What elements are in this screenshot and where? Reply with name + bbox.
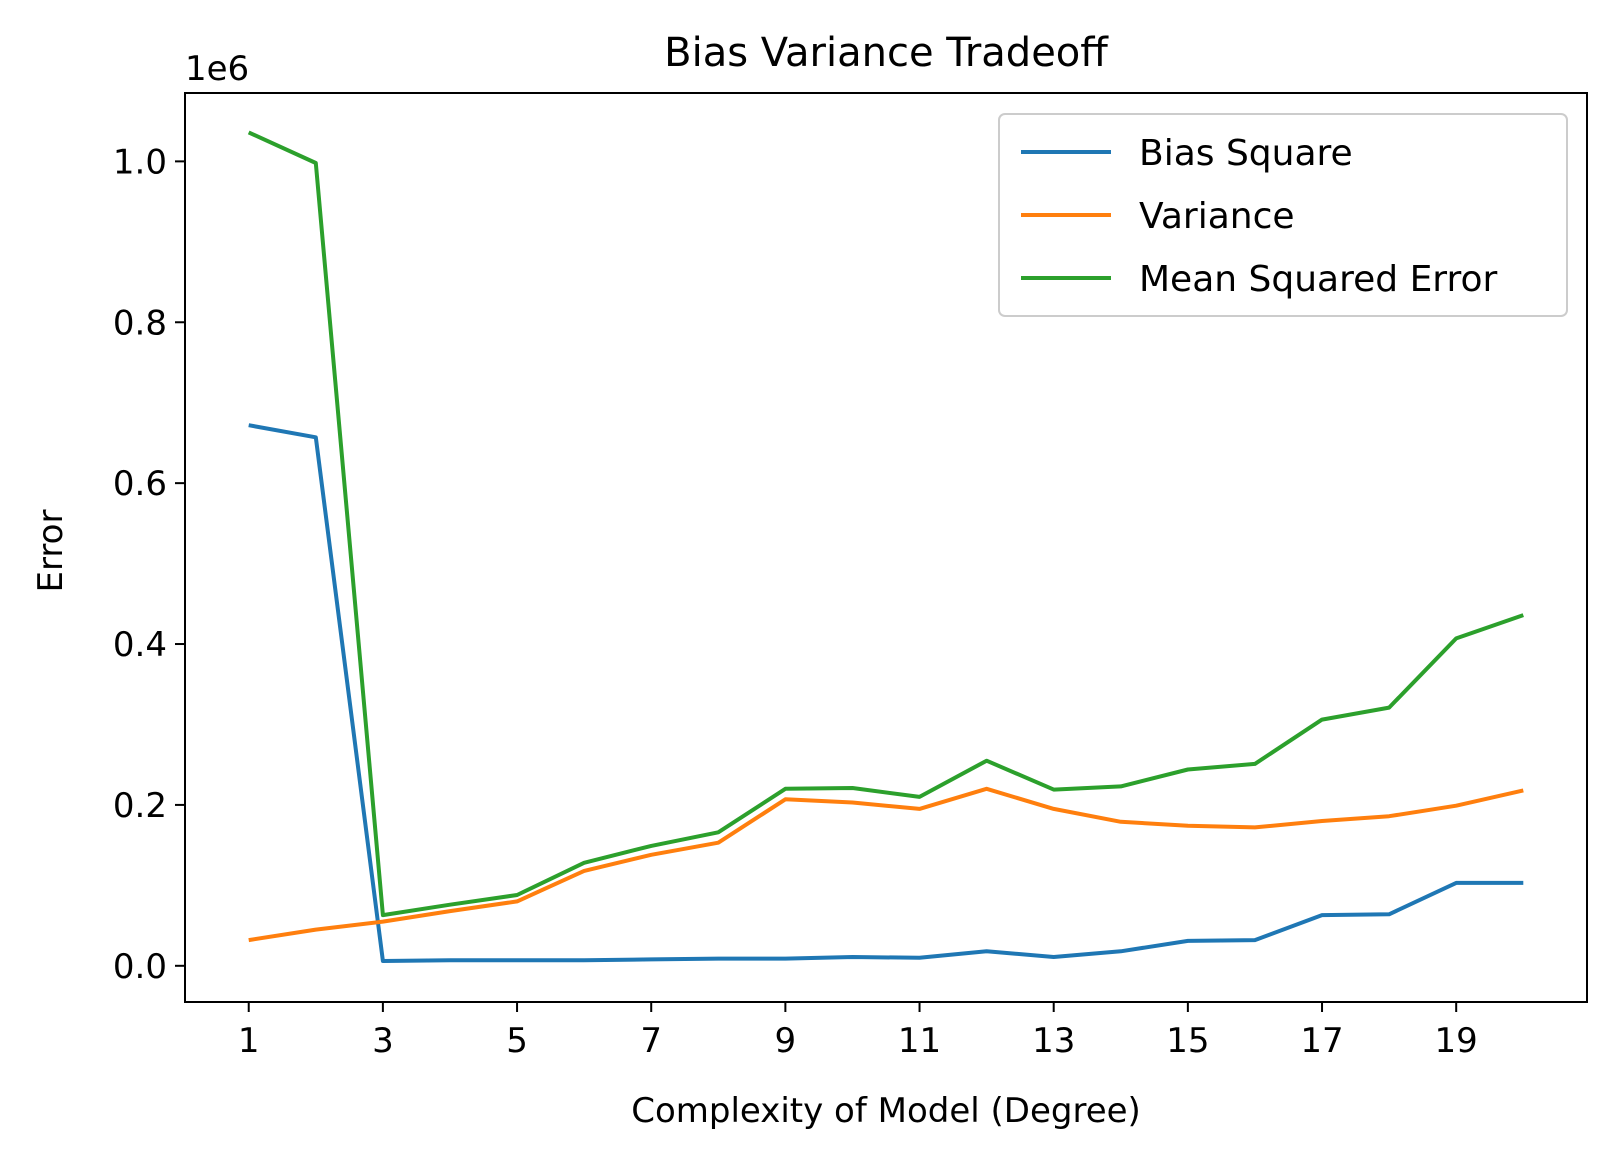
y-tick-label: 0.2 [113, 786, 167, 826]
x-tick-label: 15 [1166, 1021, 1209, 1061]
x-ticks: 1 3 5 7 9 11 13 15 17 19 [238, 1002, 1478, 1061]
y-tick-label: 0.6 [113, 464, 167, 504]
y-tick-label: 0.0 [113, 947, 167, 987]
x-axis-label: Complexity of Model (Degree) [631, 1091, 1141, 1131]
x-tick-label: 3 [372, 1021, 394, 1061]
series-line-1 [248, 786, 1524, 943]
x-tick-label: 17 [1300, 1021, 1343, 1061]
legend-label: Bias Square [1139, 133, 1353, 174]
legend: Bias Square Variance Mean Squared Error [998, 113, 1568, 317]
x-tick-label: 19 [1435, 1021, 1478, 1061]
y-tick-label: 0.4 [113, 625, 167, 665]
series-lines [247, 130, 1524, 963]
x-tick-label: 9 [775, 1021, 797, 1061]
chart-title: Bias Variance Tradeoff [664, 30, 1109, 76]
legend-label: Variance [1139, 196, 1295, 237]
x-tick-label: 7 [640, 1021, 662, 1061]
y-tick-label: 0.8 [113, 303, 167, 343]
x-tick-label: 5 [506, 1021, 528, 1061]
y-ticks: 0.0 0.2 0.4 0.6 0.8 1.0 [113, 142, 185, 987]
y-tick-label: 1.0 [113, 142, 167, 182]
y-axis-label: Error [31, 510, 71, 593]
legend-label: Mean Squared Error [1139, 259, 1498, 300]
y-offset-label: 1e6 [185, 49, 249, 89]
x-tick-label: 13 [1032, 1021, 1075, 1061]
x-tick-label: 11 [898, 1021, 941, 1061]
legend-box [998, 113, 1568, 317]
series-line-2 [247, 130, 1524, 918]
series-line-0 [248, 423, 1524, 963]
plot-area-frame [184, 92, 1588, 1003]
x-tick-label: 1 [238, 1021, 260, 1061]
